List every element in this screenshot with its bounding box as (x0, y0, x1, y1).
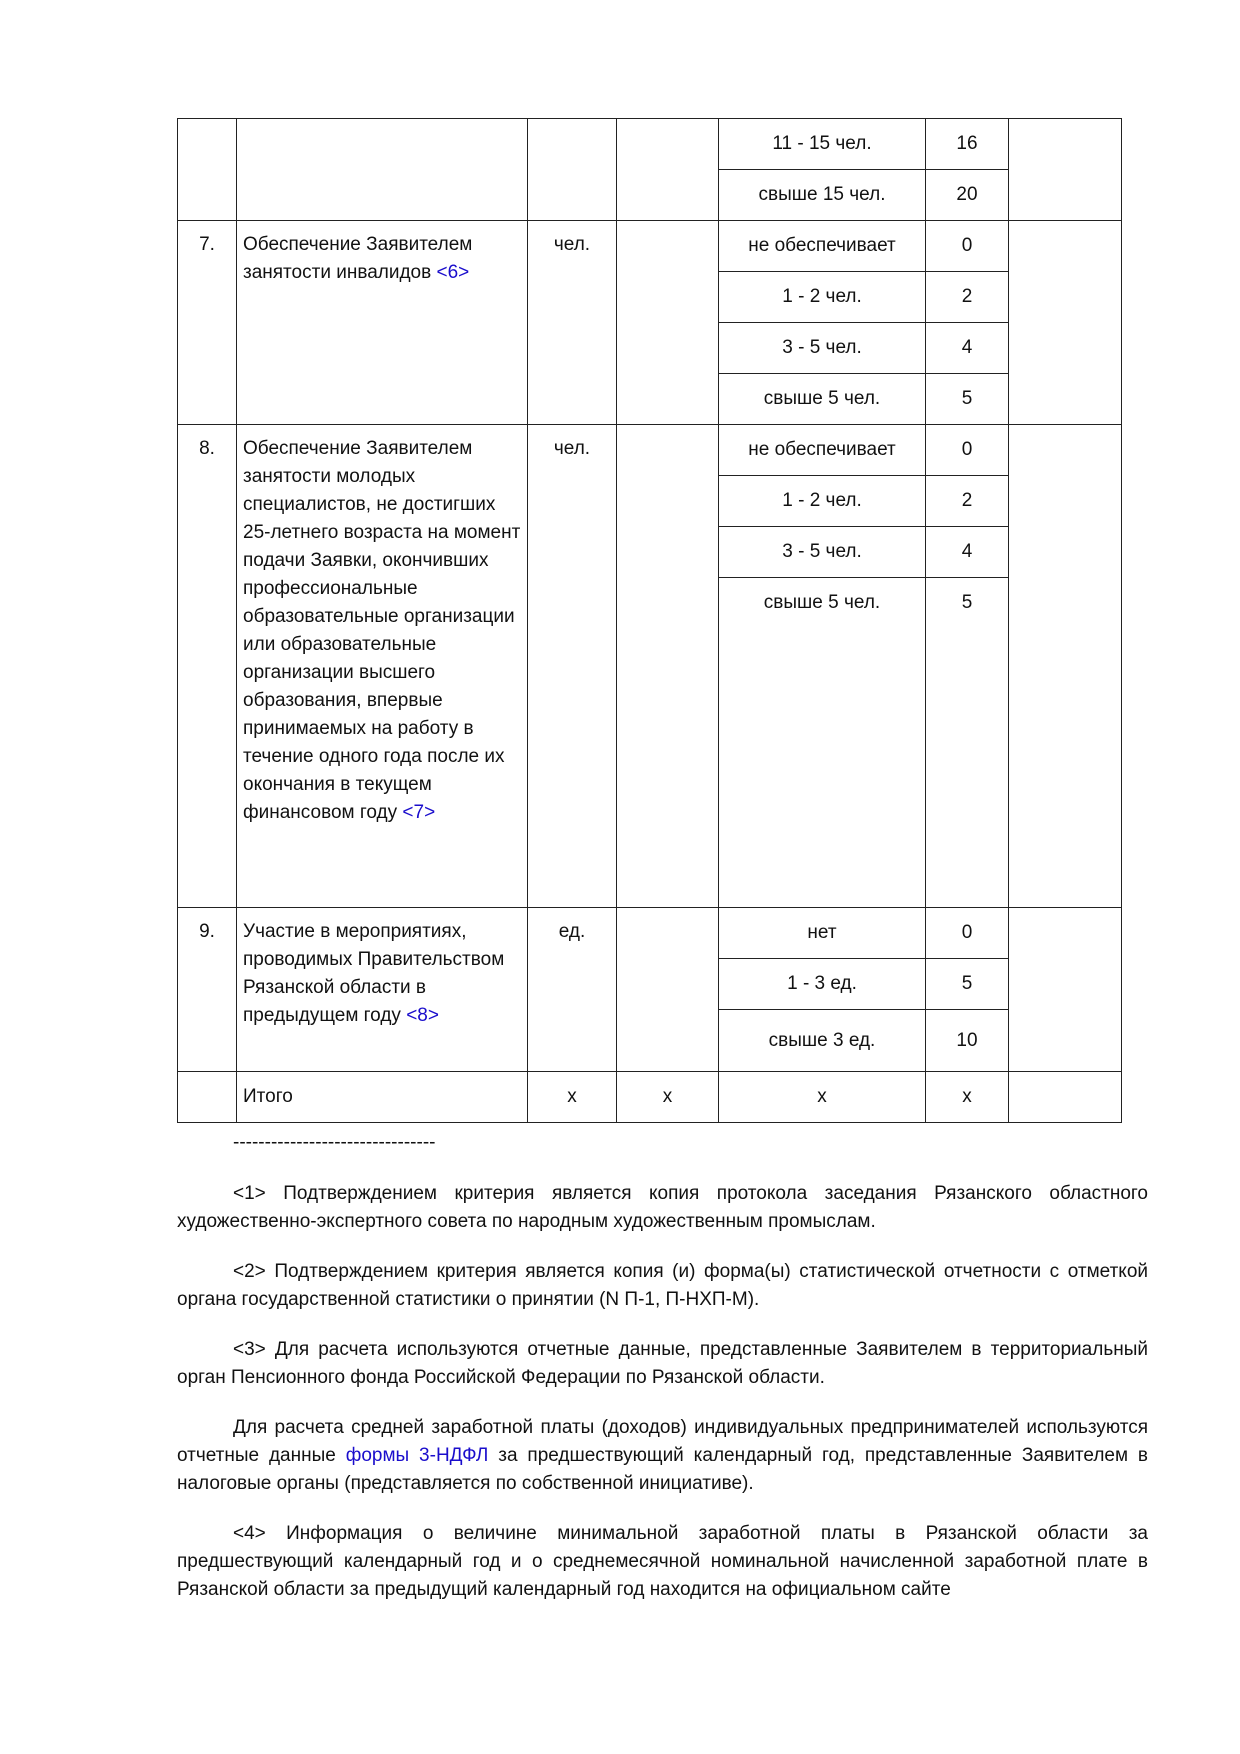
table-row: 11 - 15 чел. 16 (177, 118, 1122, 221)
option-label: 1 - 2 чел. (718, 475, 926, 527)
option-score: 10 (925, 1009, 1009, 1072)
option-score: 5 (925, 958, 1009, 1010)
footnote-link[interactable]: <7> (402, 802, 436, 823)
table-row: 9. Участие в мероприятиях, проводимых Пр… (177, 907, 1122, 1072)
footnote-4: <4> Информация о величине минимальной за… (177, 1523, 1148, 1600)
score-cell (1008, 118, 1122, 221)
unit: чел. (527, 220, 617, 425)
option-score: 5 (925, 373, 1009, 425)
total-x: x (527, 1071, 617, 1123)
value-cell (616, 220, 719, 425)
footnote-3-extra: Для расчета средней заработной платы (до… (177, 1417, 1148, 1494)
option-label: не обеспечивает (718, 220, 926, 272)
option-label: 1 - 2 чел. (718, 271, 926, 323)
table-row: 3 - 5 чел. 4 (178, 526, 1122, 578)
form-3ndfl-link[interactable]: формы 3-НДФЛ (345, 1445, 489, 1466)
table-row: 3 - 5 чел. 4 (178, 322, 1122, 374)
table-row: свыше 15 чел. 20 (178, 169, 1122, 221)
total-label: Итого (236, 1071, 528, 1123)
option-label: не обеспечивает (718, 424, 926, 476)
row-number: 7. (177, 220, 237, 425)
option-label: 11 - 15 чел. (718, 118, 926, 170)
option-score: 0 (925, 907, 1009, 959)
row-number: 9. (177, 907, 237, 1072)
score-cell (1008, 220, 1122, 425)
unit: чел. (527, 424, 617, 908)
criterion-title: Обеспечение Заявителем занятости молодых… (236, 424, 528, 908)
footnote-1: <1> Подтверждением критерия является коп… (177, 1183, 1148, 1232)
row-number: 8. (177, 424, 237, 908)
option-score: 4 (925, 526, 1009, 578)
value-cell (616, 907, 719, 1072)
option-score: 0 (925, 424, 1009, 476)
option-label: 1 - 3 ед. (718, 958, 926, 1010)
footnote-3: <3> Для расчета используются отчетные да… (177, 1339, 1148, 1388)
footnote-separator: -------------------------------- (233, 1132, 436, 1153)
option-score: 2 (925, 271, 1009, 323)
total-x: x (616, 1071, 719, 1123)
table-row: свыше 5 чел. 5 (178, 373, 1122, 425)
option-score: 2 (925, 475, 1009, 527)
total-x: x (718, 1071, 926, 1123)
footnote-link[interactable]: <6> (436, 262, 470, 283)
option-score: 4 (925, 322, 1009, 374)
option-score: 0 (925, 220, 1009, 272)
option-label: нет (718, 907, 926, 959)
criterion-title: Обеспечение Заявителем занятости инвалид… (236, 220, 528, 425)
score-cell (1008, 424, 1122, 908)
criterion-title: Участие в мероприятиях, проводимых Прави… (236, 907, 528, 1072)
total-x: x (925, 1071, 1009, 1123)
criterion-title (236, 118, 528, 221)
row-number (177, 118, 237, 221)
option-score: 5 (925, 577, 1009, 908)
value-cell (616, 424, 719, 908)
score-cell (1008, 907, 1122, 1072)
table-row: 7. Обеспечение Заявителем занятости инва… (177, 220, 1122, 425)
table-row: 8. Обеспечение Заявителем занятости моло… (177, 424, 1122, 908)
option-label: 3 - 5 чел. (718, 526, 926, 578)
option-label: свыше 15 чел. (718, 169, 926, 221)
total-row: Итого x x x x (177, 1071, 1122, 1123)
option-label: 3 - 5 чел. (718, 322, 926, 374)
option-score: 20 (925, 169, 1009, 221)
option-label: свыше 3 ед. (718, 1009, 926, 1072)
option-label: свыше 5 чел. (718, 373, 926, 425)
option-score: 16 (925, 118, 1009, 170)
unit (527, 118, 617, 221)
footnote-2: <2> Подтверждением критерия является коп… (177, 1261, 1148, 1310)
criteria-table: 11 - 15 чел. 16 свыше 15 чел. 20 7. Обеспе… (177, 118, 1122, 1123)
unit: ед. (527, 907, 617, 1072)
table-row: 1 - 2 чел. 2 (178, 271, 1122, 323)
footnote-link[interactable]: <8> (406, 1005, 439, 1026)
option-label: свыше 5 чел. (718, 577, 926, 908)
value-cell (616, 118, 719, 221)
table-row: свыше 5 чел. 5 (178, 577, 1122, 908)
footnotes: <1> Подтверждением критерия является коп… (177, 1180, 1148, 1626)
